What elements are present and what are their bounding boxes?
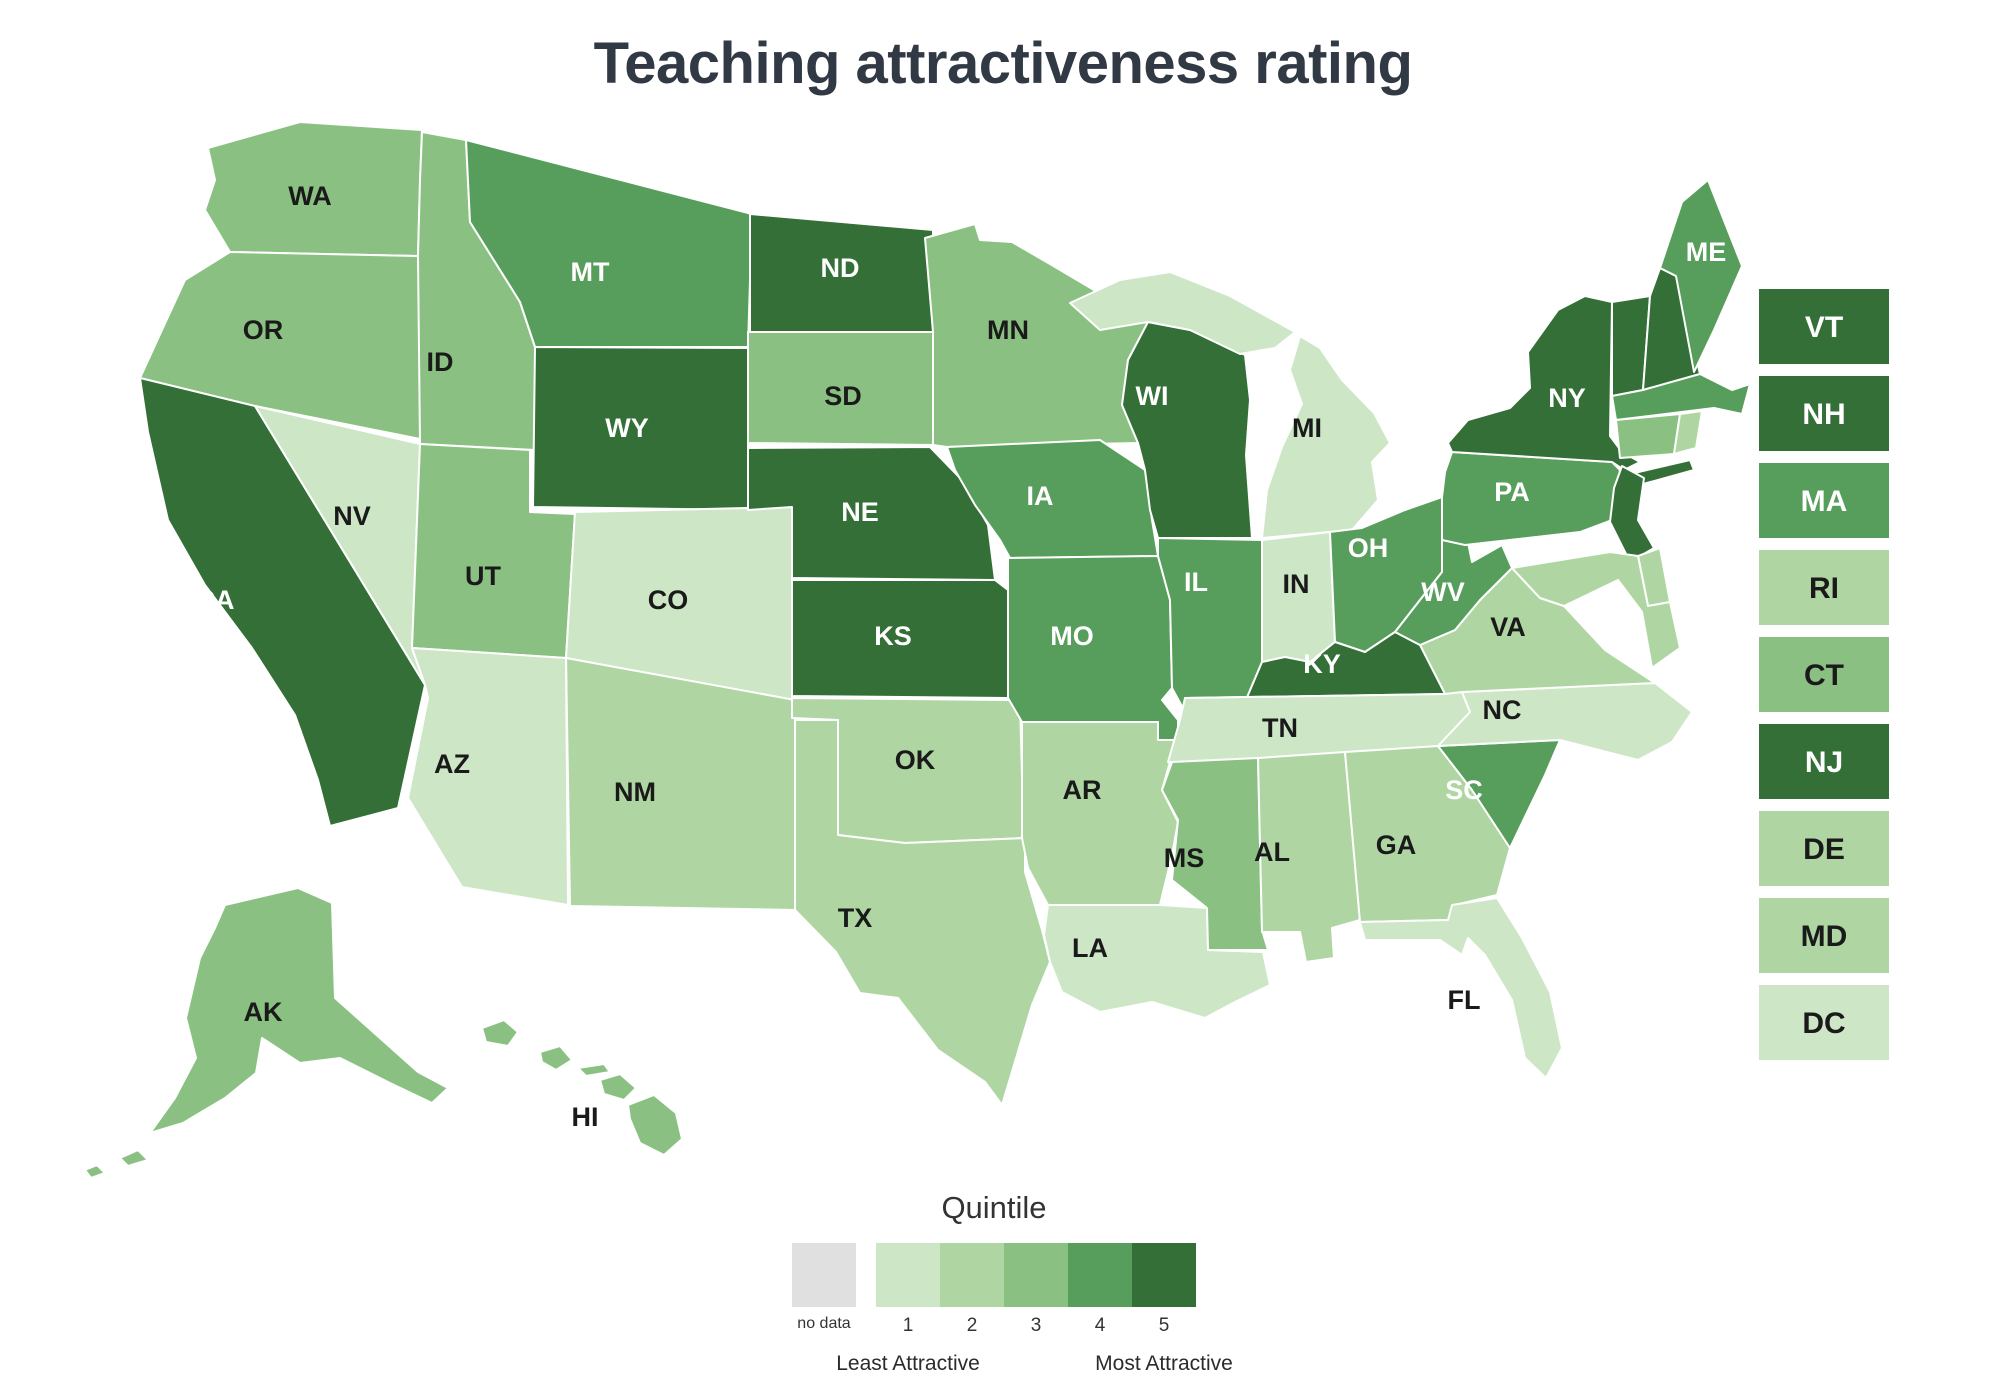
state-wa[interactable]	[204, 121, 423, 257]
state-mn[interactable]	[924, 223, 1149, 448]
small-state-box-vt[interactable]	[1757, 287, 1891, 366]
legend-swatch-1	[876, 1243, 940, 1307]
legend-swatch-3	[1004, 1243, 1068, 1307]
legend-label-5: 5	[1158, 1315, 1170, 1336]
state-me[interactable]	[1659, 179, 1743, 373]
state-nd[interactable]	[749, 213, 934, 333]
small-state-box-ct[interactable]	[1757, 635, 1891, 714]
state-mo[interactable]	[1007, 555, 1179, 741]
legend-swatch-4	[1068, 1243, 1132, 1307]
state-wv[interactable]	[1394, 527, 1513, 646]
legend-swatch-2	[940, 1243, 1004, 1307]
state-shapes	[84, 121, 1751, 1179]
state-hi[interactable]	[481, 1019, 683, 1156]
legend-label-no-data: no data	[797, 1315, 851, 1332]
state-ar[interactable]	[1021, 721, 1179, 906]
state-az[interactable]	[407, 647, 569, 906]
legend-label-1: 1	[902, 1315, 914, 1336]
state-label-fl: FL	[1448, 985, 1481, 1015]
legend-label-4: 4	[1094, 1315, 1106, 1336]
small-state-box-nh[interactable]	[1757, 374, 1891, 453]
legend-label-3: 3	[1030, 1315, 1042, 1336]
state-al[interactable]	[1257, 751, 1361, 963]
legend-label-row: no data 1 2 3 4 5	[792, 1315, 1196, 1337]
state-wy[interactable]	[532, 346, 749, 511]
state-fl[interactable]	[1359, 897, 1563, 1079]
legend-caption-most: Most Attractive	[1095, 1352, 1233, 1375]
small-state-box-md[interactable]	[1757, 896, 1891, 975]
legend-title: Quintile	[941, 1190, 1047, 1225]
state-tx[interactable]	[794, 719, 1051, 1106]
state-nm[interactable]	[565, 657, 796, 911]
state-ks[interactable]	[791, 579, 1009, 699]
state-label-hi: HI	[572, 1102, 599, 1132]
legend-label-2: 2	[966, 1315, 978, 1336]
small-state-box-nj[interactable]	[1757, 722, 1891, 801]
small-state-box-ma[interactable]	[1757, 461, 1891, 540]
legend-swatch-no-data	[792, 1243, 856, 1307]
state-ak[interactable]	[84, 887, 449, 1179]
legend-swatch-row	[792, 1243, 1196, 1307]
page-title: Teaching attractiveness rating	[593, 31, 1413, 96]
state-ri[interactable]	[1673, 410, 1703, 455]
state-ct[interactable]	[1615, 413, 1681, 459]
state-md[interactable]	[1511, 551, 1681, 669]
small-state-box-dc[interactable]	[1757, 983, 1891, 1062]
legend-caption-least: Least Attractive	[836, 1352, 980, 1375]
small-state-box-ri[interactable]	[1757, 548, 1891, 627]
state-nc[interactable]	[1437, 682, 1693, 761]
state-il[interactable]	[1157, 537, 1263, 723]
state-pa[interactable]	[1441, 451, 1621, 546]
state-in[interactable]	[1261, 531, 1336, 663]
state-mi[interactable]	[1069, 271, 1391, 539]
small-state-box-de[interactable]	[1757, 809, 1891, 888]
state-sd[interactable]	[747, 331, 941, 446]
legend-swatch-5	[1132, 1243, 1196, 1307]
